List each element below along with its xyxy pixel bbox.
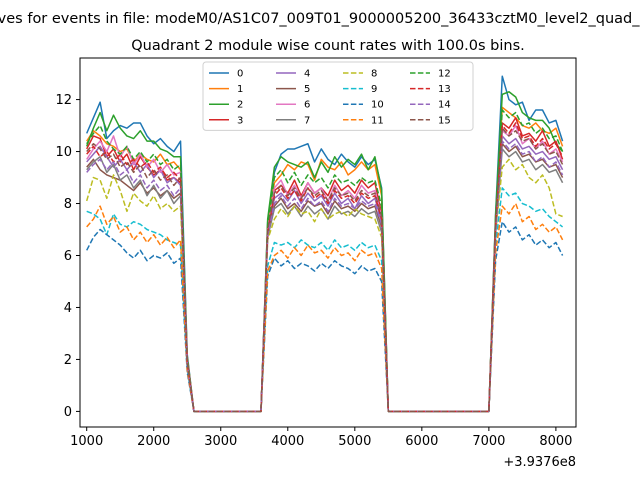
legend-label: 2 <box>237 100 243 111</box>
y-tick-label: 10 <box>55 145 72 160</box>
legend-label: 10 <box>371 100 384 111</box>
x-tick-label: 4000 <box>271 434 304 449</box>
y-tick-label: 8 <box>64 197 72 212</box>
y-axis: 0 2 4 6 8 10 12 <box>55 93 80 420</box>
series-line-11 <box>86 202 564 413</box>
legend-label: 5 <box>304 84 310 95</box>
y-tick-label: 4 <box>64 301 72 316</box>
legend-label: 14 <box>438 100 451 111</box>
legend-label: 13 <box>438 84 451 95</box>
series-line-15 <box>86 127 564 413</box>
legend-label: 6 <box>304 100 310 111</box>
y-tick-label: 6 <box>64 249 72 264</box>
legend-label: 1 <box>237 84 243 95</box>
axes-frame <box>79 57 577 428</box>
series-line-9 <box>86 187 564 413</box>
legend-label: 15 <box>438 115 451 126</box>
legend-label: 8 <box>371 69 377 80</box>
legend-label: 11 <box>371 115 384 126</box>
legend-label: 9 <box>371 84 377 95</box>
chart-title: Quadrant 2 module wise count rates with … <box>131 38 525 54</box>
x-tick-label: 2000 <box>137 434 170 449</box>
x-tick-label: 5000 <box>338 434 371 449</box>
legend-label: 7 <box>304 115 310 126</box>
x-tick-label: 3000 <box>204 434 237 449</box>
x-axis-offset-label: +3.9376e8 <box>503 455 576 470</box>
legend-box <box>202 61 474 131</box>
legend-label: 4 <box>304 69 310 80</box>
figure-suptitle: Light curves for events in file: modeM0/… <box>0 11 640 27</box>
y-tick-label: 12 <box>55 93 72 108</box>
x-tick-label: 7000 <box>472 434 505 449</box>
legend-label: 12 <box>438 69 451 80</box>
x-tick-label: 1000 <box>70 434 103 449</box>
series-line-13 <box>86 122 564 413</box>
y-tick-label: 2 <box>64 353 72 368</box>
series-layer <box>85 75 564 413</box>
series-line-10 <box>86 220 564 413</box>
y-tick-label: 0 <box>64 405 72 420</box>
legend-label: 3 <box>237 115 243 126</box>
x-tick-label: 8000 <box>539 434 572 449</box>
x-tick-label: 6000 <box>405 434 438 449</box>
legend-label: 0 <box>237 69 243 80</box>
x-axis: 1000 2000 3000 4000 5000 6000 7000 8000 <box>70 427 572 449</box>
